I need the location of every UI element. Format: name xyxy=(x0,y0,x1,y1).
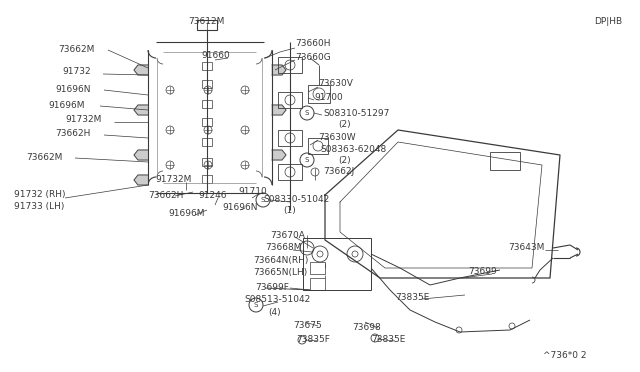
Polygon shape xyxy=(134,65,148,75)
Polygon shape xyxy=(272,105,286,115)
Bar xyxy=(197,20,217,30)
Text: 73835E: 73835E xyxy=(395,294,429,302)
Text: 73662M: 73662M xyxy=(26,154,62,163)
Text: 91732M: 91732M xyxy=(155,176,191,185)
Text: 73698: 73698 xyxy=(352,323,381,331)
Polygon shape xyxy=(272,150,286,160)
Bar xyxy=(303,238,371,290)
Text: 91696M: 91696M xyxy=(168,209,205,218)
Text: 73664N(RH): 73664N(RH) xyxy=(253,257,308,266)
Text: 91660: 91660 xyxy=(201,51,230,61)
Text: (1): (1) xyxy=(283,206,296,215)
Text: 91246: 91246 xyxy=(198,192,227,201)
Bar xyxy=(202,175,212,183)
Text: 91696N: 91696N xyxy=(222,202,257,212)
Text: S08310-51297: S08310-51297 xyxy=(323,109,389,118)
Text: 73662J: 73662J xyxy=(323,167,355,176)
Text: 73662M: 73662M xyxy=(58,45,94,55)
Bar xyxy=(202,158,212,166)
Bar xyxy=(278,57,302,73)
Text: ^736*0 2: ^736*0 2 xyxy=(543,352,586,360)
Bar xyxy=(310,262,325,274)
Text: (2): (2) xyxy=(338,119,351,128)
Text: 73835F: 73835F xyxy=(296,336,330,344)
Bar xyxy=(310,278,325,290)
Bar xyxy=(490,152,520,170)
Bar xyxy=(202,80,212,88)
Text: 91733 (LH): 91733 (LH) xyxy=(14,202,65,212)
Text: 91710: 91710 xyxy=(238,187,267,196)
Text: 73675: 73675 xyxy=(293,321,322,330)
Polygon shape xyxy=(134,175,148,185)
Text: 73660H: 73660H xyxy=(295,39,330,48)
Bar xyxy=(202,100,212,108)
Text: 73699F: 73699F xyxy=(255,282,289,292)
Polygon shape xyxy=(272,65,286,75)
Text: 73630V: 73630V xyxy=(318,80,353,89)
Text: 73665N(LH): 73665N(LH) xyxy=(253,269,307,278)
Text: 73670A: 73670A xyxy=(270,231,305,240)
Bar xyxy=(202,62,212,70)
Text: (2): (2) xyxy=(338,157,351,166)
Text: 91732M: 91732M xyxy=(65,115,101,125)
Text: DP|HB: DP|HB xyxy=(594,17,622,26)
Bar xyxy=(308,138,328,154)
Text: 73643M: 73643M xyxy=(508,244,545,253)
Text: 91732: 91732 xyxy=(62,67,91,77)
Text: 73835E: 73835E xyxy=(371,336,405,344)
Bar xyxy=(278,92,302,108)
Text: 73630W: 73630W xyxy=(318,134,356,142)
Bar xyxy=(278,130,302,146)
Text: 91732 (RH): 91732 (RH) xyxy=(14,190,65,199)
Text: 73699: 73699 xyxy=(468,267,497,276)
Polygon shape xyxy=(134,150,148,160)
Text: 91696N: 91696N xyxy=(55,86,90,94)
Text: S08363-62048: S08363-62048 xyxy=(320,145,387,154)
Bar xyxy=(308,85,330,103)
Text: S: S xyxy=(305,110,309,116)
Text: S08513-51042: S08513-51042 xyxy=(244,295,310,305)
Polygon shape xyxy=(134,105,148,115)
Text: S: S xyxy=(305,157,309,163)
Text: 73662H: 73662H xyxy=(148,192,184,201)
Bar xyxy=(202,138,212,146)
Text: 73662H: 73662H xyxy=(55,129,90,138)
Text: 91700: 91700 xyxy=(314,93,343,102)
Text: 73612M: 73612M xyxy=(188,17,224,26)
Text: S: S xyxy=(261,197,265,203)
Text: S: S xyxy=(254,302,258,308)
Bar xyxy=(202,118,212,126)
Text: 91696M: 91696M xyxy=(48,100,84,109)
Bar xyxy=(278,164,302,180)
Text: S08330-51042: S08330-51042 xyxy=(263,196,329,205)
Text: 73660G: 73660G xyxy=(295,52,331,61)
Text: 73668M: 73668M xyxy=(265,244,301,253)
Text: (4): (4) xyxy=(268,308,280,317)
